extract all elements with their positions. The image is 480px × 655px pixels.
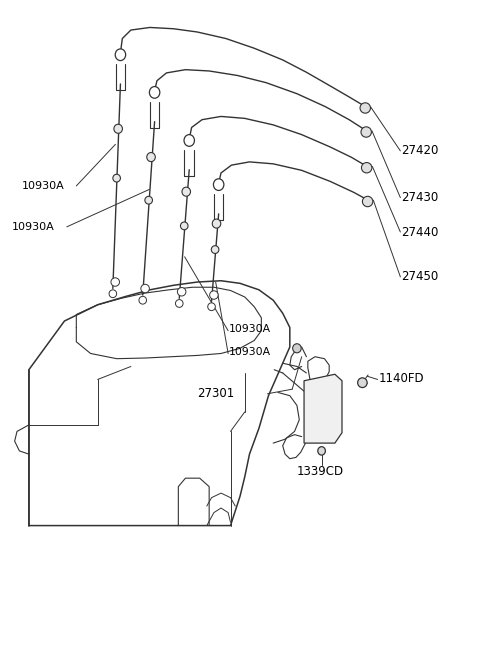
Ellipse shape (180, 222, 188, 230)
Ellipse shape (212, 219, 221, 228)
Ellipse shape (115, 49, 126, 60)
Text: 10930A: 10930A (22, 181, 64, 191)
Ellipse shape (358, 378, 367, 388)
Ellipse shape (145, 196, 153, 204)
Ellipse shape (208, 303, 216, 310)
Ellipse shape (210, 291, 218, 299)
Ellipse shape (149, 86, 160, 98)
Text: 27450: 27450 (401, 271, 439, 284)
Ellipse shape (176, 299, 183, 307)
Text: 10930A: 10930A (12, 222, 55, 232)
Ellipse shape (139, 296, 146, 304)
Polygon shape (304, 374, 342, 443)
Ellipse shape (113, 174, 120, 182)
Ellipse shape (111, 278, 120, 286)
Ellipse shape (147, 153, 156, 162)
Text: 27301: 27301 (197, 387, 235, 400)
Ellipse shape (293, 344, 301, 353)
Text: 10930A: 10930A (229, 324, 271, 334)
Text: 1140FD: 1140FD (379, 371, 424, 384)
Ellipse shape (184, 135, 194, 146)
Ellipse shape (360, 103, 371, 113)
Text: 27440: 27440 (401, 225, 439, 238)
Ellipse shape (182, 187, 191, 196)
Ellipse shape (361, 127, 372, 137)
Ellipse shape (178, 288, 186, 296)
Ellipse shape (211, 246, 219, 253)
Ellipse shape (362, 196, 373, 207)
Text: 10930A: 10930A (229, 346, 271, 356)
Text: 27420: 27420 (401, 144, 439, 157)
Text: 27430: 27430 (401, 191, 439, 204)
Ellipse shape (141, 284, 149, 293)
Ellipse shape (318, 447, 325, 455)
Ellipse shape (361, 162, 372, 173)
Ellipse shape (114, 124, 122, 134)
Ellipse shape (109, 290, 117, 297)
Text: 1339CD: 1339CD (297, 465, 344, 478)
Ellipse shape (214, 179, 224, 191)
